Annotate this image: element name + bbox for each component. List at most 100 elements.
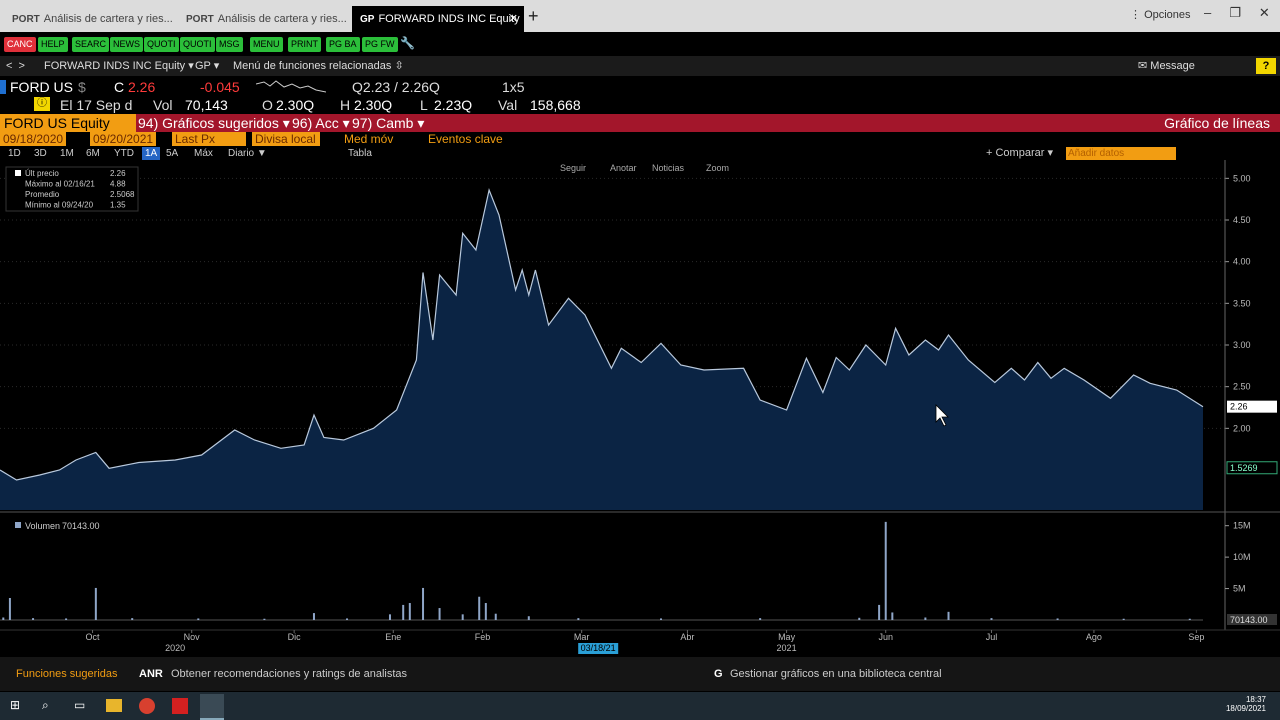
function-button[interactable]: MSG: [216, 37, 243, 52]
function-button[interactable]: MENU: [250, 37, 283, 52]
chart-tool[interactable]: Seguir: [560, 163, 586, 173]
year-label: 2021: [777, 643, 797, 653]
legend-value: 4.88: [110, 180, 126, 189]
period-button[interactable]: 5A: [166, 148, 179, 159]
table-button[interactable]: Tabla: [348, 148, 372, 159]
tab[interactable]: PORT Análisis de cartera y ries...: [178, 6, 352, 32]
price-area: [0, 190, 1203, 510]
ticker: FORD US: [10, 79, 73, 95]
message[interactable]: ✉ Message: [1138, 60, 1195, 72]
period-button[interactable]: YTD: [114, 148, 134, 159]
nav-row: < > FORWARD INDS INC Equity ▾ GP ▾ Menú …: [0, 56, 1280, 76]
new-tab[interactable]: +: [528, 6, 539, 26]
function-button[interactable]: QUOTI: [144, 37, 179, 52]
high-label: H: [340, 97, 351, 113]
period-button[interactable]: 1A: [142, 147, 161, 160]
legend-value: 70143.00: [62, 521, 100, 531]
y-tick-label: 10M: [1233, 552, 1251, 562]
currency: $: [78, 79, 86, 95]
legend-swatch: [15, 522, 21, 528]
taskbar: ⊞ ⌕ ▭ 18:37 18/09/2021: [0, 692, 1280, 720]
period-button[interactable]: 1M: [60, 148, 74, 159]
open-label: O: [262, 97, 273, 113]
function-button[interactable]: PG FW: [362, 37, 398, 52]
tasks-icon[interactable]: ▭: [74, 698, 86, 712]
add-data[interactable]: Añadir datos: [1066, 147, 1176, 160]
folder-icon[interactable]: [106, 699, 122, 712]
x-tick-label: Mar: [574, 632, 590, 642]
related-menu[interactable]: Menú de funciones relacionadas ⇳: [233, 60, 404, 72]
chart-type: Gráfico de líneas: [1164, 115, 1270, 131]
size: 1x5: [502, 79, 525, 95]
y-tick-label: 5M: [1233, 584, 1246, 594]
function-button[interactable]: QUOTI: [180, 37, 215, 52]
period-button[interactable]: Diario ▼: [228, 148, 267, 159]
function-button[interactable]: PRINT: [288, 37, 321, 52]
close: 2.26: [128, 79, 156, 95]
y-tick-label: 2.00: [1233, 423, 1251, 433]
chart-tool[interactable]: Anotar: [610, 163, 637, 173]
start-icon[interactable]: ⊞: [10, 698, 21, 712]
function-button[interactable]: PG BA: [326, 37, 360, 52]
function-button[interactable]: HELP: [38, 37, 68, 52]
menu-item[interactable]: 97) Camb ▾: [352, 115, 425, 131]
nav-arrows[interactable]: < >: [6, 60, 25, 72]
tab[interactable]: PORT Análisis de cartera y ries...: [4, 6, 178, 32]
compare[interactable]: + Comparar ▾: [986, 147, 1053, 159]
moving-average[interactable]: Med móv: [344, 132, 394, 146]
low-label: L: [420, 97, 428, 113]
function-desc[interactable]: Obtener recomendaciones y ratings de ana…: [171, 668, 408, 680]
period-button[interactable]: Máx: [194, 148, 213, 159]
app-icon[interactable]: [172, 698, 188, 714]
y-tick-label: 2.50: [1233, 382, 1251, 392]
events[interactable]: Eventos clave: [428, 132, 503, 146]
axis-marker-label: 70143.00: [1230, 615, 1268, 625]
chart-tool[interactable]: Zoom: [706, 163, 729, 173]
x-tick-label: Dic: [288, 632, 301, 642]
end-date[interactable]: 09/20/2021: [90, 132, 157, 146]
legend-box: [5, 166, 139, 212]
footer: Funciones sugeridas ANR Obtener recomend…: [0, 657, 1280, 691]
cursor-label: 03/18/21: [581, 643, 616, 653]
legend-value: 2.26: [110, 169, 126, 178]
security-menu[interactable]: FORWARD INDS INC Equity ▾: [44, 60, 194, 72]
period-button[interactable]: 3D: [34, 148, 47, 159]
options[interactable]: ⋮ Opciones: [1130, 9, 1191, 21]
x-tick-label: Feb: [475, 632, 491, 642]
field[interactable]: Last Px: [172, 132, 246, 146]
period-button[interactable]: 6M: [86, 148, 100, 159]
function-code[interactable]: G: [714, 668, 723, 680]
axis-marker-label: 1.5269: [1230, 463, 1258, 473]
search-icon[interactable]: ⌕: [42, 698, 49, 712]
tab[interactable]: GP FORWARD INDS INC Equity ✕: [352, 6, 524, 32]
bloomberg-icon[interactable]: [200, 694, 224, 720]
function-code[interactable]: ANR: [139, 668, 163, 680]
function-button[interactable]: NEWS: [110, 37, 143, 52]
function-button[interactable]: CANC: [4, 37, 36, 52]
x-tick-label: Nov: [184, 632, 201, 642]
info-icon[interactable]: ⓘ: [34, 97, 50, 111]
function-desc[interactable]: Gestionar gráficos en una biblioteca cen…: [730, 668, 942, 680]
window-controls[interactable]: –❐✕: [1204, 5, 1280, 20]
low: 2.23Q: [434, 97, 473, 113]
close-icon[interactable]: ✕: [508, 13, 518, 25]
legend-swatch: [15, 170, 21, 176]
chart-tool[interactable]: Noticias: [652, 163, 685, 173]
help-icon[interactable]: ?: [1256, 58, 1276, 74]
wrench-icon[interactable]: 🔧: [400, 36, 415, 50]
function-button[interactable]: SEARC: [72, 37, 110, 52]
start-date[interactable]: 09/18/2020: [0, 132, 67, 146]
date: El 17 Sep d: [60, 97, 133, 113]
y-tick-label: 15M: [1233, 521, 1251, 531]
menu-item[interactable]: 94) Gráficos sugeridos ▾: [138, 115, 290, 131]
menu-item[interactable]: 96) Acc ▾: [292, 115, 350, 131]
period-button[interactable]: 1D: [8, 148, 21, 159]
currency-field[interactable]: Divisa local: [252, 132, 320, 146]
chrome-icon[interactable]: [139, 698, 155, 714]
function-menu[interactable]: GP ▾: [195, 60, 220, 72]
clock: 18:37 18/09/2021: [1226, 695, 1266, 713]
tab-title: Análisis de cartera y ries...: [43, 13, 173, 25]
y-tick-label: 3.00: [1233, 340, 1251, 350]
price-line: [0, 187, 1204, 481]
security-field[interactable]: FORD US Equity: [0, 114, 136, 132]
